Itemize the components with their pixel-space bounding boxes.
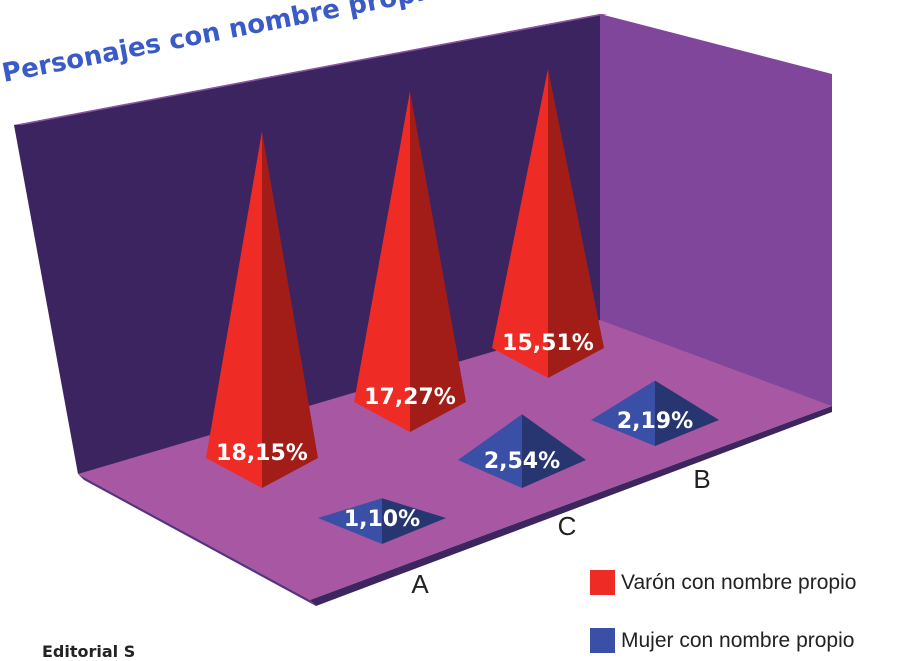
legend-item-mujer: Mujer con nombre propio — [590, 628, 854, 653]
floor-left-edge — [78, 474, 316, 606]
legend-label-varon: Varón con nombre propio — [621, 570, 857, 594]
data-label-varon-C: 17,27% — [364, 385, 456, 410]
legend-label-mujer: Mujer con nombre propio — [621, 628, 855, 652]
legend-item-varon: Varón con nombre propio — [590, 570, 856, 595]
data-label-mujer-A: 1,10% — [344, 507, 420, 532]
legend-swatch-mujer — [590, 628, 615, 653]
category-label-A: A — [411, 569, 429, 599]
footer-text: Editorial S — [42, 642, 136, 661]
bar-mujer-A — [318, 498, 446, 544]
data-label-varon-A: 18,15% — [216, 441, 308, 466]
data-label-varon-B: 15,51% — [502, 331, 594, 356]
bar-mujer-B — [591, 380, 719, 446]
legend-swatch-varon — [590, 570, 615, 595]
floor-front-edge — [310, 406, 832, 606]
data-label-mujer-B: 2,19% — [617, 409, 693, 434]
bar-varon-B — [492, 68, 604, 378]
category-label-C: C — [558, 511, 577, 541]
category-label-B: B — [693, 464, 710, 494]
data-label-mujer-C: 2,54% — [484, 449, 560, 474]
bar-varon-C — [354, 91, 466, 432]
back-wall-top-edge — [14, 14, 608, 125]
bar-varon-A — [206, 131, 318, 489]
side-wall — [600, 14, 832, 406]
bar-mujer-C — [458, 414, 586, 488]
